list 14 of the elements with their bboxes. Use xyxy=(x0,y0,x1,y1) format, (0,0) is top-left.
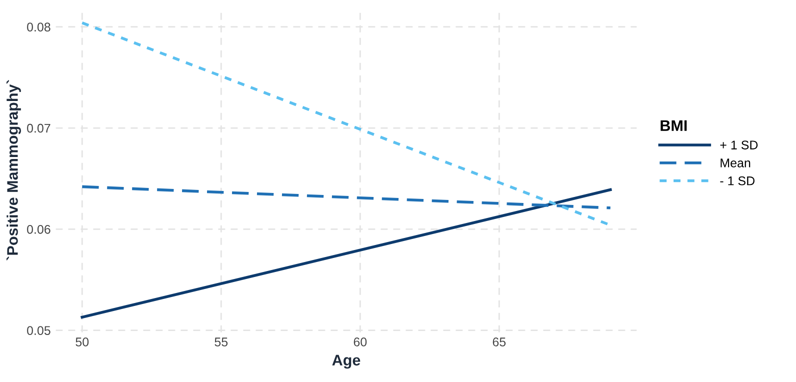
y-tick-label: 0.07 xyxy=(27,124,50,133)
x-tick-label: 55 xyxy=(214,338,228,346)
legend-label: + 1 SD xyxy=(720,140,758,150)
x-tick-label: 65 xyxy=(492,338,506,346)
x-tick-label: 50 xyxy=(76,338,89,346)
y-tick-label: 0.08 xyxy=(27,22,50,32)
y-tick-label: 0.06 xyxy=(27,224,50,234)
legend-label: Mean xyxy=(720,158,750,168)
legend-title: BMI xyxy=(660,120,687,131)
y-tick-label: 0.05 xyxy=(27,326,50,335)
y-axis-title: `Positive Mammography` xyxy=(6,80,21,260)
legend-label: - 1 SD xyxy=(720,176,754,186)
x-axis-title: Age xyxy=(332,354,360,369)
x-tick-label: 60 xyxy=(354,338,367,346)
